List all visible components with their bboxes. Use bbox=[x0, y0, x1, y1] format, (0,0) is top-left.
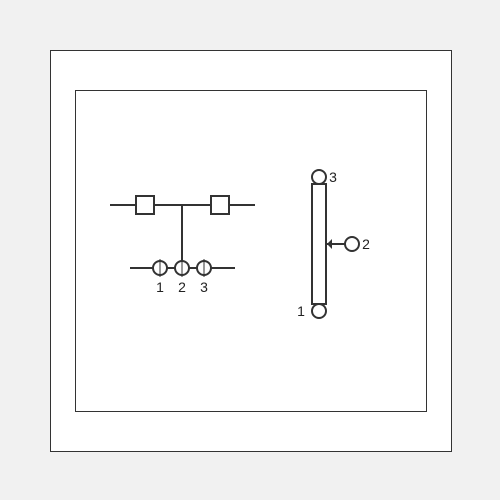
right-terminal-label-1: 1 bbox=[297, 303, 305, 319]
left-square-1 bbox=[136, 196, 154, 214]
right-terminal-label-3: 3 bbox=[329, 169, 337, 185]
right-terminal-3 bbox=[312, 170, 326, 184]
right-terminal-1 bbox=[312, 304, 326, 318]
right-terminal-2 bbox=[345, 237, 359, 251]
right-wiper-arrow-head bbox=[327, 239, 332, 249]
right-terminal-label-2: 2 bbox=[362, 236, 370, 252]
left-square-2 bbox=[211, 196, 229, 214]
left-terminal-label-1: 1 bbox=[156, 279, 164, 295]
left-terminal-label-3: 3 bbox=[200, 279, 208, 295]
schematic-diagram: 123312 bbox=[0, 0, 500, 500]
right-body bbox=[312, 184, 326, 304]
left-terminal-label-2: 2 bbox=[178, 279, 186, 295]
